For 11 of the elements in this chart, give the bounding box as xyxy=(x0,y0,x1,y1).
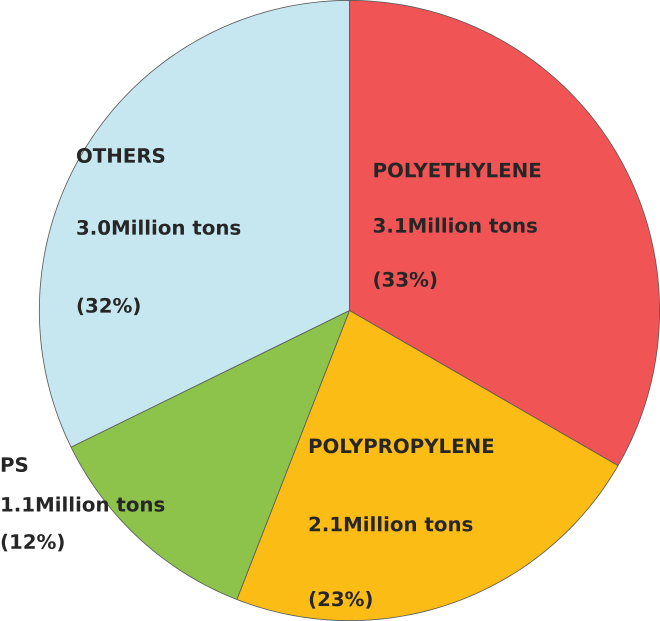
text: (33%) xyxy=(374,272,436,290)
text: (23%) xyxy=(310,591,372,609)
slice-label: PS xyxy=(2,457,28,472)
text: (32%) xyxy=(78,298,140,316)
data-label: 3.1Million tons xyxy=(374,218,537,233)
slice-label: POLYPROPYLENE xyxy=(310,438,494,454)
data-label: 1.1Million tons xyxy=(2,496,164,512)
text: (12%) xyxy=(2,534,64,552)
data-label: 2.1Million tons xyxy=(310,516,472,532)
slice-label: POLYETHYLENE xyxy=(374,162,540,178)
data-label: 3.0Million tons xyxy=(77,220,240,235)
